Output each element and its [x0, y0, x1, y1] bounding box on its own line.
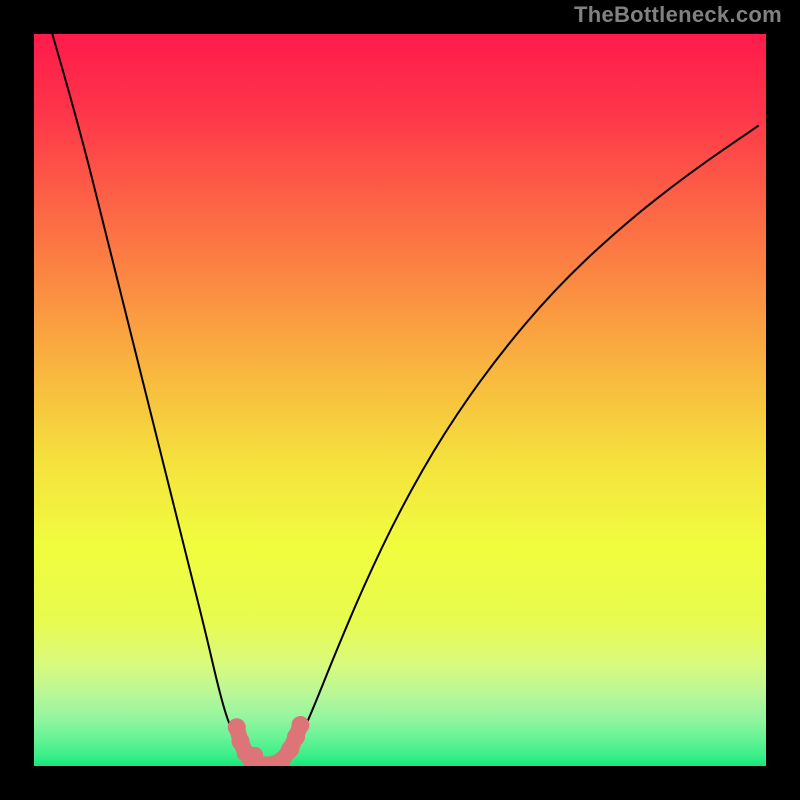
plot-area	[34, 34, 766, 766]
bottleneck-chart	[34, 34, 766, 766]
chart-frame: TheBottleneck.com	[0, 0, 800, 800]
gradient-background	[34, 34, 766, 766]
watermark-text: TheBottleneck.com	[574, 2, 782, 28]
highlight-marker	[291, 716, 309, 734]
